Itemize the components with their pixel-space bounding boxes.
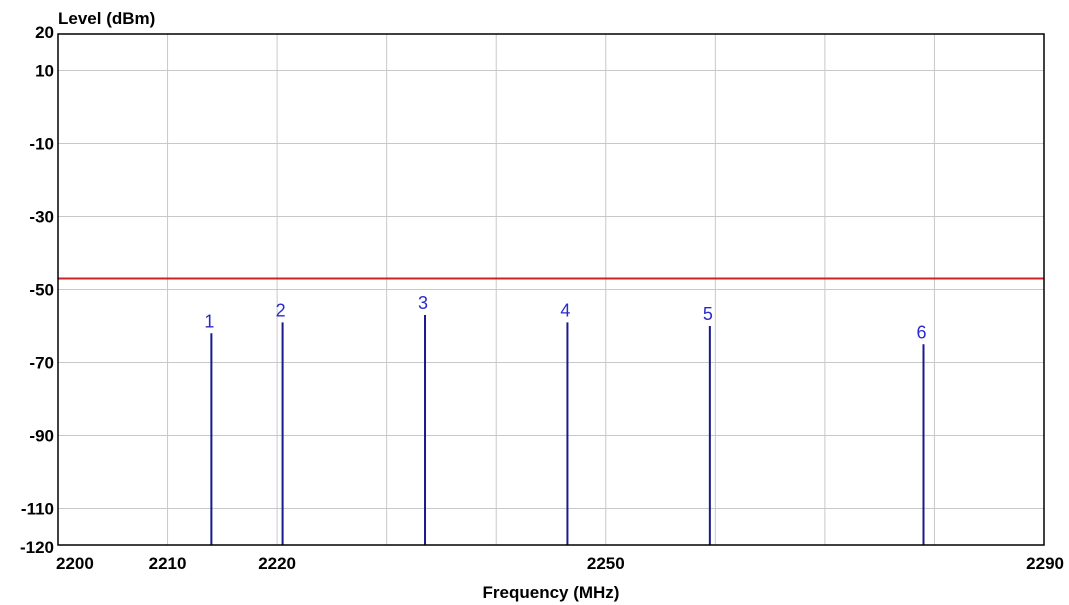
marker-label: 5 (703, 304, 713, 324)
x-tick-label: 2210 (149, 554, 187, 573)
x-tick-labels: 2200 2210 2220 2250 2290 (56, 554, 1064, 573)
marker-lines: 1 2 3 4 5 6 (204, 293, 926, 545)
y-tick-label: 20 (35, 23, 54, 42)
plot-frame (57, 33, 1045, 546)
marker-label: 4 (560, 300, 570, 320)
y-tick-label: -30 (29, 208, 54, 227)
y-tick-label: -110 (21, 500, 54, 519)
marker-label: 1 (204, 311, 214, 331)
y-tick-label: 10 (35, 62, 54, 81)
y-tick-label: -50 (29, 281, 54, 300)
y-tick-label: -90 (29, 427, 54, 446)
x-tick-label: 2220 (258, 554, 296, 573)
y-tick-label: -10 (29, 135, 54, 154)
x-tick-label: 2200 (56, 554, 94, 573)
y-tick-labels: 20 10 -10 -30 -50 -70 -90 -110 -120 (20, 23, 54, 557)
marker-label: 6 (916, 322, 926, 342)
y-axis-title: Level (dBm) (58, 9, 155, 28)
x-tick-label: 2290 (1026, 554, 1064, 573)
plot-border (57, 33, 1045, 546)
marker-label: 3 (418, 293, 428, 313)
grid-lines (58, 34, 1044, 545)
y-tick-label: -70 (29, 354, 54, 373)
y-tick-label: -120 (20, 538, 54, 557)
x-axis-title: Frequency (MHz) (483, 583, 620, 602)
x-tick-label: 2250 (587, 554, 625, 573)
marker-label: 2 (276, 300, 286, 320)
